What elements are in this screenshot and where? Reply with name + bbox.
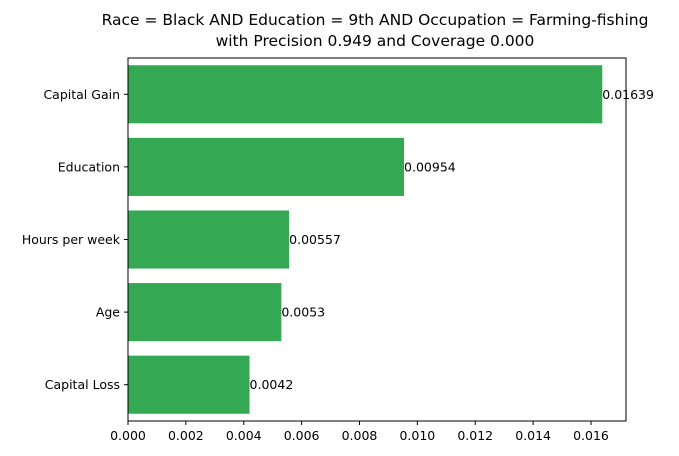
y-tick-label: Age (96, 305, 120, 320)
bar (128, 137, 405, 196)
bar-value-label: 0.0042 (250, 377, 294, 392)
bar (128, 65, 603, 124)
x-tick-label: 0.004 (226, 428, 262, 443)
x-tick-label: 0.006 (284, 428, 320, 443)
bar-value-label: 0.00954 (404, 159, 456, 174)
x-tick-label: 0.016 (573, 428, 609, 443)
bar-value-label: 0.01639 (602, 87, 654, 102)
bar-value-label: 0.0053 (281, 305, 325, 320)
plot-frame (127, 57, 627, 422)
plot-area: 0.01639 Capital Gain 0.00954 Education 0.005… (22, 57, 654, 443)
x-tick-label: 0.010 (399, 428, 435, 443)
bar (128, 210, 290, 269)
bar (128, 355, 250, 414)
bar (128, 283, 282, 342)
x-tick-label: 0.014 (515, 428, 551, 443)
y-tick-label: Education (58, 159, 120, 174)
x-tick-label: 0.000 (110, 428, 146, 443)
chart-subtitle: with Precision 0.949 and Coverage 0.000 (216, 32, 535, 50)
x-tick-label: 0.012 (457, 428, 493, 443)
y-tick-label: Hours per week (22, 232, 121, 247)
x-tick-label: 0.002 (168, 428, 204, 443)
chart-title: Race = Black AND Education = 9th AND Occ… (102, 11, 649, 29)
x-tick-label: 0.008 (342, 428, 378, 443)
y-tick-label: Capital Loss (45, 377, 120, 392)
y-tick-label: Capital Gain (43, 87, 120, 102)
bar-value-label: 0.00557 (289, 232, 341, 247)
